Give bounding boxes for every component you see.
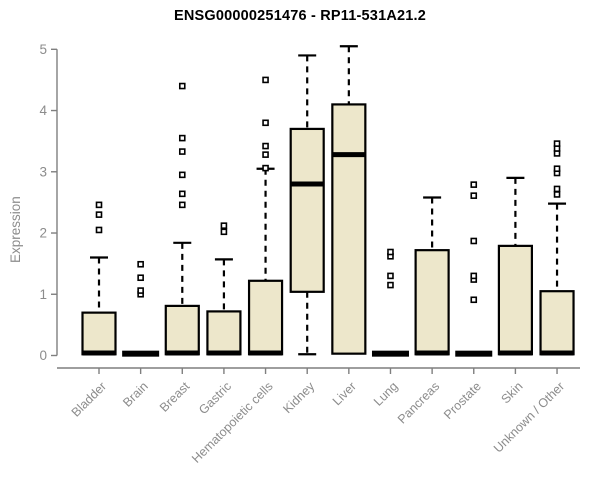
svg-text:Breast: Breast (157, 379, 193, 415)
svg-text:3: 3 (39, 164, 47, 179)
svg-text:Pancreas: Pancreas (395, 379, 442, 426)
svg-text:Lung: Lung (371, 379, 401, 409)
svg-text:Hematopoietic cells: Hematopoietic cells (189, 379, 276, 466)
chart-title: ENSG00000251476 - RP11-531A21.2 (173, 8, 427, 24)
svg-text:4: 4 (39, 103, 47, 118)
svg-text:2: 2 (39, 226, 47, 241)
svg-text:0: 0 (39, 348, 47, 363)
svg-text:Gastric: Gastric (196, 379, 234, 417)
svg-text:Kidney: Kidney (280, 379, 317, 416)
svg-text:5: 5 (39, 42, 47, 57)
svg-text:Brain: Brain (120, 379, 151, 410)
svg-text:Skin: Skin (498, 379, 525, 406)
svg-text:Liver: Liver (330, 379, 359, 408)
svg-text:Bladder: Bladder (69, 379, 109, 419)
svg-text:Unknown / Other: Unknown / Other (491, 379, 567, 455)
svg-text:Prostate: Prostate (441, 379, 484, 422)
svg-text:1: 1 (39, 287, 47, 302)
